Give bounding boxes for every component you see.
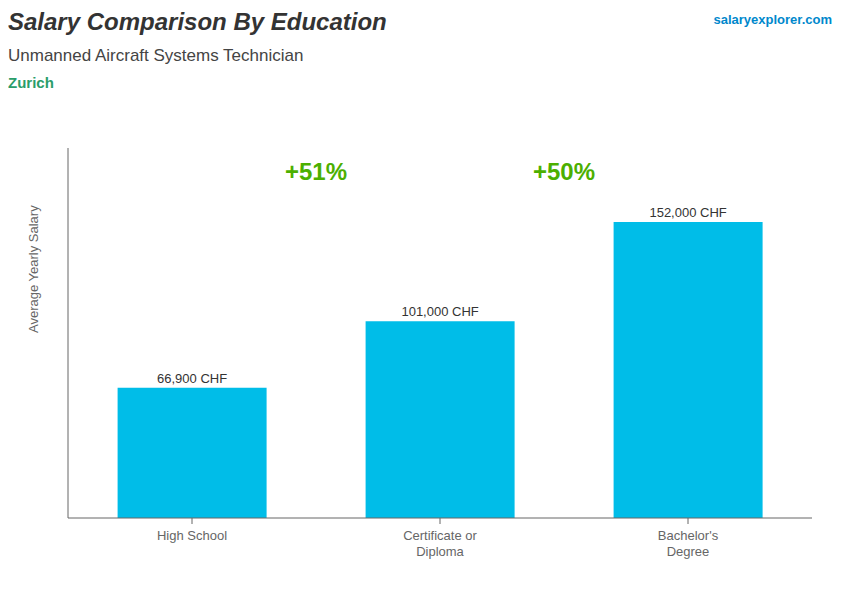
svg-text:Average Yearly Salary: Average Yearly Salary (26, 205, 41, 333)
svg-text:Certificate orDiploma: Certificate orDiploma (403, 528, 477, 559)
svg-text:152,000 CHF: 152,000 CHF (649, 205, 726, 220)
html-text:+51%: +51% (285, 158, 347, 185)
html-text:Unmanned Aircraft Systems Tech: Unmanned Aircraft Systems Technician (8, 46, 304, 65)
svg-text:High School: High School (157, 528, 227, 543)
svg-text:101,000 CHF: 101,000 CHF (401, 304, 478, 319)
svg-text:66,900 CHF: 66,900 CHF (157, 371, 227, 386)
html-text:Salary Comparison By Education: Salary Comparison By Education (8, 8, 387, 35)
html-text:+50%: +50% (533, 158, 595, 185)
html-text:salaryexplorer.com: salaryexplorer.com (713, 12, 832, 27)
svg-text:Bachelor'sDegree: Bachelor'sDegree (658, 528, 719, 559)
html-text:Zurich: Zurich (8, 74, 54, 91)
